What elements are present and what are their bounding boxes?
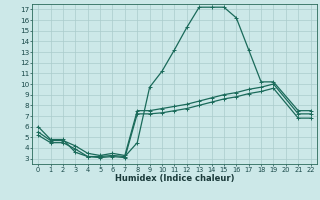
X-axis label: Humidex (Indice chaleur): Humidex (Indice chaleur) xyxy=(115,174,234,183)
